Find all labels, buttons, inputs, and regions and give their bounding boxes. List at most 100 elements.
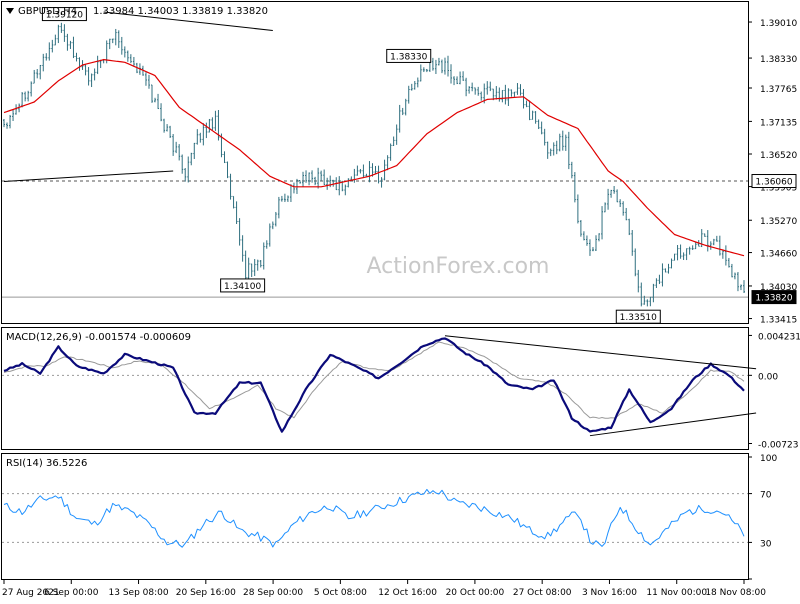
rsi-line xyxy=(3,488,745,548)
price-y-axis: 1.39010 1.38330 1.37765 1.37135 1.36520 1.359… xyxy=(748,19,797,326)
candle xyxy=(703,233,706,237)
candle xyxy=(69,40,72,49)
candle xyxy=(78,57,81,71)
candle xyxy=(519,84,522,96)
macd-y-axis: 0.004231 0.00 -0.00723 xyxy=(748,332,800,451)
candle xyxy=(685,248,688,261)
candle xyxy=(510,89,513,97)
candle xyxy=(570,161,573,179)
candle xyxy=(422,67,425,73)
candle xyxy=(326,177,329,190)
price-y-tick-label: 1.35905 xyxy=(760,184,797,194)
candle xyxy=(3,118,5,128)
rsi-panel-frame xyxy=(1,453,749,580)
candle xyxy=(151,84,153,103)
candle xyxy=(344,184,347,196)
candle xyxy=(507,88,510,106)
candle xyxy=(45,53,48,61)
candle xyxy=(534,111,537,124)
candle xyxy=(120,36,123,55)
candle xyxy=(311,170,314,183)
candle xyxy=(712,238,715,246)
candle xyxy=(670,258,673,269)
candle xyxy=(392,136,395,146)
candle xyxy=(555,140,558,155)
candle xyxy=(619,199,622,208)
price-label-box xyxy=(751,174,797,189)
candle xyxy=(682,252,685,260)
candle xyxy=(715,235,718,242)
candle xyxy=(274,211,277,227)
candle xyxy=(208,118,211,133)
candle xyxy=(664,268,667,273)
price-panel-frame xyxy=(1,1,749,324)
candle xyxy=(317,167,320,189)
candle xyxy=(57,24,60,44)
price-label-text: 1.38330 xyxy=(390,52,427,62)
candle xyxy=(658,274,661,285)
macd-trendlines xyxy=(444,335,757,437)
moving-average-line xyxy=(3,58,745,257)
rsi-levels xyxy=(2,493,748,543)
candle xyxy=(450,64,453,84)
price-y-tick-label: 1.38330 xyxy=(760,55,797,65)
candle xyxy=(501,89,504,103)
candle xyxy=(564,134,567,151)
candle xyxy=(12,109,15,122)
candle xyxy=(359,168,362,174)
candle xyxy=(36,69,39,79)
candle xyxy=(129,54,132,64)
candle xyxy=(474,87,477,95)
candle xyxy=(718,235,721,256)
candle xyxy=(181,154,184,174)
candle xyxy=(308,172,311,186)
candle xyxy=(51,39,54,53)
candle xyxy=(431,57,434,71)
dropdown-triangle-icon[interactable] xyxy=(6,8,14,14)
candle xyxy=(447,55,449,77)
candle xyxy=(232,195,235,209)
candle xyxy=(588,239,591,256)
candle xyxy=(33,69,36,84)
price-y-tick-label: 1.39010 xyxy=(760,19,797,29)
candle xyxy=(253,259,256,277)
candle xyxy=(628,218,631,236)
candle xyxy=(72,36,75,59)
time-tick-label: 5 Oct 08:00 xyxy=(314,588,367,598)
candle xyxy=(739,284,742,291)
candle xyxy=(691,245,694,250)
candle xyxy=(268,223,271,247)
candle xyxy=(75,52,78,62)
candle xyxy=(175,141,178,154)
candle xyxy=(256,259,259,271)
candle xyxy=(462,71,465,81)
candle xyxy=(205,122,208,139)
candle xyxy=(688,246,691,255)
candle xyxy=(468,86,471,94)
macd-lines xyxy=(3,337,745,433)
candle xyxy=(477,86,480,96)
candle xyxy=(144,72,147,86)
candle xyxy=(727,257,730,268)
candle xyxy=(640,282,643,307)
price-label-box xyxy=(615,309,661,324)
macd-signal-line xyxy=(3,341,745,419)
candle xyxy=(202,123,205,146)
macd-y-tick-label: 0.00 xyxy=(758,372,778,382)
candle xyxy=(90,73,93,88)
macd-y-tick-label: 0.004231 xyxy=(758,332,800,342)
candle xyxy=(730,263,733,278)
candle xyxy=(567,131,570,170)
ohlc-values: 1.33984 1.34003 1.33819 1.33820 xyxy=(93,6,268,17)
candle xyxy=(434,59,437,75)
candle xyxy=(356,165,359,176)
candle xyxy=(15,104,18,115)
candle xyxy=(48,42,51,61)
candle xyxy=(332,179,335,187)
price-levels xyxy=(2,180,748,298)
candle xyxy=(643,295,646,305)
candle xyxy=(595,235,597,252)
candle xyxy=(522,89,525,109)
